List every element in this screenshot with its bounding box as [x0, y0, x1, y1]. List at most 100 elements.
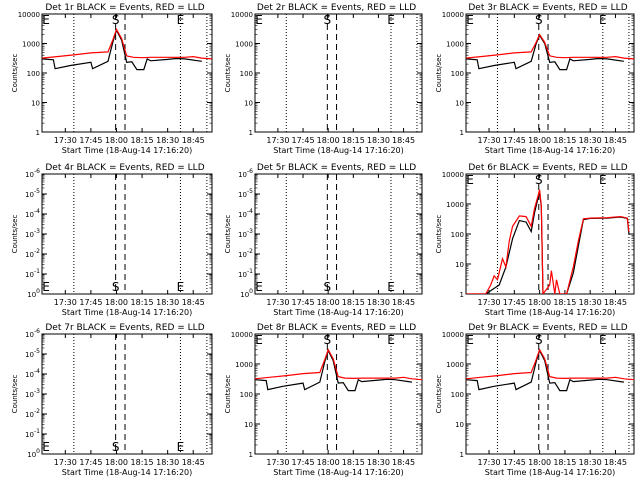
y-tick-label: 10-6	[25, 168, 40, 179]
series-lld-line	[466, 348, 634, 381]
x-tick-label: 18:15	[131, 136, 154, 145]
x-axis-label: Start Time (18-Aug-14 17:16:20)	[273, 146, 404, 155]
y-axis-label: Counts/sec	[11, 54, 19, 93]
x-tick-label: 18:15	[553, 136, 576, 145]
event-marker-label: E	[255, 13, 263, 27]
y-tick-label: 1000	[446, 41, 464, 49]
y-tick-label: 10-5	[238, 188, 253, 199]
y-axis-label: Counts/sec	[224, 375, 232, 414]
panel-title: Det 5r BLACK = Events, RED = LLD	[257, 163, 416, 173]
chart-panel: Det 9r BLACK = Events, RED = LLD 17:30 17:…	[435, 323, 635, 477]
y-tick-label: 100	[451, 391, 464, 399]
event-marker-label: S	[112, 440, 120, 454]
y-tick-label: 10-4	[238, 208, 253, 219]
y-tick-label: 10000	[442, 331, 464, 339]
x-tick-label: 18:15	[131, 458, 154, 467]
x-tick-label: 18:15	[553, 458, 576, 467]
plot-frame	[465, 333, 635, 455]
panel-title: Det 9r BLACK = Events, RED = LLD	[468, 323, 627, 333]
event-marker-label: E	[387, 333, 395, 347]
x-tick-label: 18:45	[182, 458, 205, 467]
chart-panel: Det 8r BLACK = Events, RED = LLD 17:30 17:…	[224, 323, 423, 477]
x-tick-label: 17:30	[478, 136, 501, 145]
plot-frame	[254, 13, 423, 133]
x-tick-label: 18:00	[528, 458, 551, 467]
chart-panel: Det 1r BLACK = Events, RED = LLD 17:30 17:…	[11, 3, 213, 155]
x-tick-label: 17:30	[54, 298, 77, 307]
event-marker-label: E	[42, 13, 50, 27]
x-tick-label: 18:15	[342, 136, 365, 145]
x-tick-label: 17:30	[54, 458, 77, 467]
x-tick-label: 17:30	[266, 136, 289, 145]
x-tick-label: 18:15	[342, 458, 365, 467]
y-tick-label: 10-4	[25, 368, 40, 379]
event-marker-label: S	[535, 173, 543, 187]
x-tick-label: 17:45	[292, 136, 315, 145]
plot-frame	[41, 173, 213, 295]
event-marker-label: E	[387, 13, 395, 27]
panel-title: Det 3r BLACK = Events, RED = LLD	[468, 3, 627, 13]
series-events-line	[255, 348, 412, 392]
y-axis-label: Counts/sec	[224, 215, 232, 254]
x-tick-label: 18:00	[528, 298, 551, 307]
x-tick-label: 18:30	[367, 136, 390, 145]
x-tick-label: 17:45	[503, 458, 526, 467]
panel-title: Det 6r BLACK = Events, RED = LLD	[468, 163, 627, 173]
x-tick-label: 18:15	[342, 298, 365, 307]
chart-panel: Det 3r BLACK = Events, RED = LLD 17:30 17:…	[435, 3, 635, 155]
x-tick-label: 18:30	[367, 298, 390, 307]
y-tick-label: 10-2	[238, 248, 253, 259]
chart-panel: Det 4r BLACK = Events, RED = LLD 17:30 17:…	[11, 163, 213, 317]
y-tick-label: 10	[455, 100, 464, 108]
y-tick-label: 10	[455, 421, 464, 429]
event-marker-label: E	[599, 173, 607, 187]
y-axis-label: Counts/sec	[435, 54, 443, 93]
x-tick-label: 17:30	[478, 298, 501, 307]
x-tick-label: 18:00	[105, 298, 128, 307]
y-tick-label: 10	[244, 421, 253, 429]
x-tick-label: 17:45	[503, 298, 526, 307]
x-tick-label: 18:00	[317, 458, 340, 467]
panel-title: Det 7r BLACK = Events, RED = LLD	[45, 323, 204, 333]
plot-frame	[254, 333, 423, 455]
series-events-line	[466, 33, 624, 71]
y-tick-label: 100	[27, 70, 40, 78]
x-tick-label: 18:45	[392, 298, 415, 307]
y-tick-label: 10-1	[25, 268, 40, 279]
event-marker-label: E	[599, 333, 607, 347]
y-tick-label: 10-1	[238, 268, 253, 279]
event-marker-label: S	[535, 13, 543, 27]
y-tick-label: 1	[36, 129, 40, 137]
x-tick-label: 18:30	[579, 458, 602, 467]
y-axis-label: Counts/sec	[11, 215, 19, 254]
x-tick-label: 18:30	[156, 458, 179, 467]
panel-title: Det 4r BLACK = Events, RED = LLD	[45, 163, 204, 173]
y-tick-label: 10	[455, 261, 464, 269]
y-tick-label: 1	[460, 451, 464, 459]
x-tick-label: 18:45	[182, 298, 205, 307]
event-marker-label: S	[324, 333, 332, 347]
x-axis-label: Start Time (18-Aug-14 17:16:20)	[485, 308, 616, 317]
event-marker-label: E	[466, 333, 474, 347]
y-tick-label: 10-1	[25, 428, 40, 439]
y-tick-label: 100	[451, 70, 464, 78]
y-tick-label: 1000	[446, 361, 464, 369]
event-marker-label: S	[112, 13, 120, 27]
chart-panel: Det 2r BLACK = Events, RED = LLD 17:30 17:…	[224, 3, 423, 155]
x-tick-label: 18:00	[317, 298, 340, 307]
x-tick-label: 18:45	[604, 458, 627, 467]
event-marker-label: E	[387, 280, 395, 294]
x-tick-label: 18:00	[528, 136, 551, 145]
series-lld-line	[255, 348, 422, 381]
x-tick-label: 18:00	[317, 136, 340, 145]
x-tick-label: 17:45	[79, 136, 102, 145]
event-marker-label: E	[42, 280, 50, 294]
y-axis-label: Counts/sec	[435, 215, 443, 254]
x-tick-label: 17:30	[266, 458, 289, 467]
x-tick-label: 17:30	[266, 298, 289, 307]
plot-frame	[254, 173, 423, 295]
y-tick-label: 100	[451, 231, 464, 239]
y-tick-label: 10-6	[25, 328, 40, 339]
x-axis-label: Start Time (18-Aug-14 17:16:20)	[485, 146, 616, 155]
y-tick-label: 10	[244, 100, 253, 108]
